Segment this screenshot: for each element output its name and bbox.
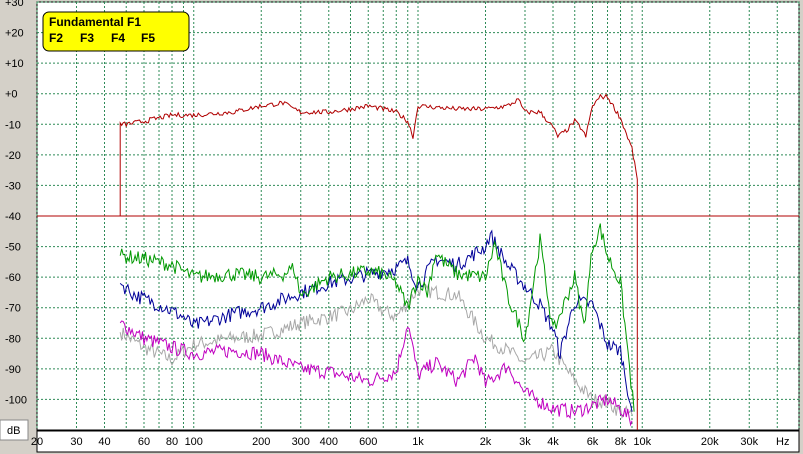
x-tick-label: 200 [252, 436, 270, 448]
legend-box [42, 11, 190, 52]
x-tick-label: 80 [166, 436, 178, 448]
y-tick-label: -60 [5, 272, 21, 284]
x-tick-label: 4k [547, 436, 559, 448]
x-tick-label: 3k [519, 436, 531, 448]
series-line-f5 [119, 283, 633, 420]
y-tick-label: -90 [5, 364, 21, 376]
x-tick-label: 30 [70, 436, 82, 448]
y-tick-label: -50 [5, 242, 21, 254]
x-tick-label: 300 [292, 436, 310, 448]
y-tick-label: -100 [5, 394, 27, 406]
y-tick-label: +30 [5, 0, 24, 9]
y-tick-label: -70 [5, 303, 21, 315]
x-tick-label: 10k [633, 436, 651, 448]
x-axis-strip [36, 430, 800, 453]
x-tick-label: 40 [98, 436, 110, 448]
x-tick-label: 1k [412, 436, 424, 448]
y-tick-label: +20 [5, 28, 24, 40]
x-tick-labels: 20 30 40 60 80 100 200 300 400 600 1k 2k 3k 4k 6k 8k 10k… [31, 436, 759, 448]
x-tick-label: 400 [320, 436, 338, 448]
legend-f2: F2 [49, 31, 63, 45]
series-line-f3 [119, 229, 633, 412]
x-tick-label: 8k [615, 436, 627, 448]
x-tick-label: 600 [359, 436, 377, 448]
y-tick-labels: +30 +20 +10 +0 -10 -20 -30 -40 -50 -60 -70 -80 -90 -1… [5, 0, 27, 406]
y-unit-label: dB [7, 425, 20, 437]
x-tick-label: 6k [587, 436, 599, 448]
x-tick-label: 20k [701, 436, 719, 448]
x-tick-label: 100 [185, 436, 203, 448]
x-tick-label: 60 [138, 436, 150, 448]
x-unit-label: Hz [776, 436, 789, 448]
legend-f1: Fundamental F1 [49, 15, 141, 29]
y-tick-label: -10 [5, 119, 21, 131]
legend-f5: F5 [141, 31, 155, 45]
y-tick-label: -40 [5, 211, 21, 223]
y-tick-label: -30 [5, 180, 21, 192]
y-tick-label: -80 [5, 333, 21, 345]
x-tick-label: 20 [31, 436, 43, 448]
y-tick-label: +10 [5, 58, 24, 70]
x-tick-label: 2k [480, 436, 492, 448]
series-line-fundamental-f1 [119, 93, 638, 430]
legend: Fundamental F1 F2 F3 F4 F5 [42, 11, 190, 52]
series-line-f2 [119, 223, 635, 412]
y-unit-box [0, 419, 29, 441]
y-tick-label: -20 [5, 150, 21, 162]
legend-f4: F4 [111, 31, 125, 45]
series-line-f4 [119, 320, 633, 427]
x-tick-label: 30k [740, 436, 758, 448]
y-tick-label: +0 [5, 89, 18, 101]
series-lines [119, 93, 638, 430]
legend-f3: F3 [80, 31, 94, 45]
